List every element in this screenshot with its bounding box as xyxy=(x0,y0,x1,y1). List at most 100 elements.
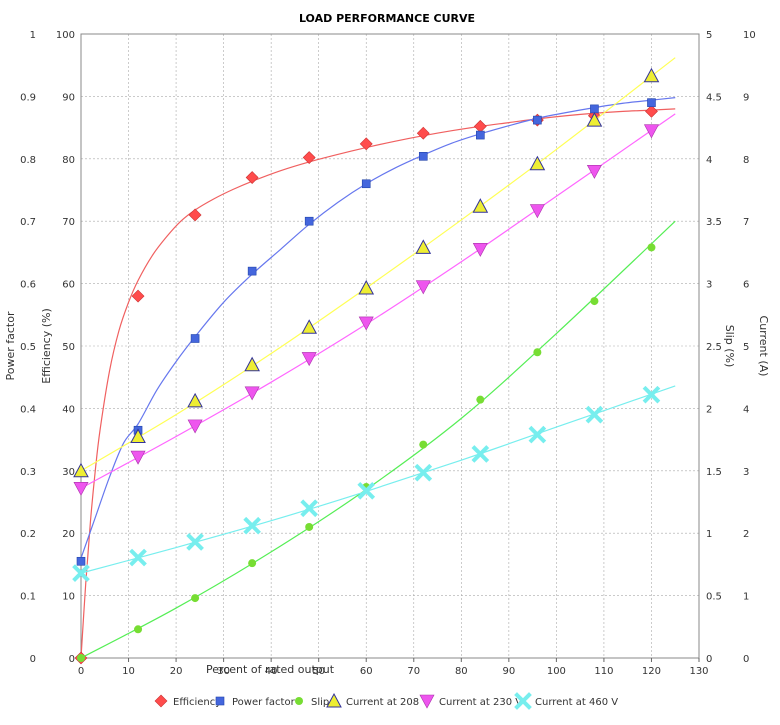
cur-tick-label: 4 xyxy=(743,404,749,415)
pf-axis-label: Power factor xyxy=(4,311,17,380)
data-point xyxy=(590,104,599,114)
cur-tick-label: 2 xyxy=(743,529,749,540)
pf-tick-label: 0.3 xyxy=(20,467,36,478)
data-point xyxy=(359,137,373,151)
x-marker-stroke xyxy=(300,499,319,518)
eff-tick-label: 30 xyxy=(62,467,75,478)
data-point xyxy=(533,348,542,357)
x-marker-stroke xyxy=(72,564,90,582)
cur-tick-label: 9 xyxy=(743,92,749,103)
x-tick-label: 110 xyxy=(594,666,613,677)
data-point xyxy=(528,425,547,444)
data-point xyxy=(471,445,490,463)
data-point xyxy=(130,450,146,465)
pf-tick-label: 0.6 xyxy=(20,280,36,291)
x-tick-label: 130 xyxy=(689,666,708,677)
x-marker-stroke xyxy=(357,481,376,500)
data-point xyxy=(643,124,659,139)
data-point xyxy=(361,179,371,189)
series-line xyxy=(80,97,676,559)
x-marker-stroke xyxy=(514,692,532,710)
slip-tick-label: 4 xyxy=(706,155,712,166)
data-point xyxy=(642,385,661,404)
x-tick-label: 80 xyxy=(455,666,468,677)
data-point xyxy=(304,216,314,226)
data-point xyxy=(191,594,200,603)
data-point xyxy=(190,334,200,343)
x-tick-label: 70 xyxy=(407,666,420,677)
data-point xyxy=(358,279,375,295)
data-point xyxy=(647,243,656,252)
data-point xyxy=(188,208,202,222)
data-point xyxy=(585,405,604,424)
pf-tick-label: 0.1 xyxy=(20,592,36,603)
data-point xyxy=(476,395,485,404)
x-marker-stroke xyxy=(528,425,547,444)
slip-axis-label: Slip (%) xyxy=(723,325,736,368)
x-tick-label: 120 xyxy=(642,666,661,677)
cur-tick-label: 6 xyxy=(743,280,749,291)
legend-marker xyxy=(419,694,435,709)
eff-tick-label: 80 xyxy=(62,155,75,166)
legend-label: Current at 460 V xyxy=(535,697,618,708)
pf-tick-label: 0.7 xyxy=(20,217,36,228)
x-tick-label: 30 xyxy=(217,666,230,677)
pf-tick-label: 0.9 xyxy=(20,92,36,103)
data-point xyxy=(245,171,259,184)
legend: Efficiency Power factor Slip Current at 208… xyxy=(154,692,618,710)
x-tick-label: 100 xyxy=(547,666,566,677)
eff-tick-label: 10 xyxy=(62,592,75,603)
data-point xyxy=(643,67,660,83)
x-axis-label: Percent of rated output xyxy=(206,663,335,676)
x-marker-stroke xyxy=(129,548,147,567)
legend-item: Current at 230 V xyxy=(419,694,522,709)
cur-tick-label: 5 xyxy=(743,342,749,353)
legend-label: Slip xyxy=(311,697,329,708)
legend-label: Current at 230 V xyxy=(439,697,522,708)
data-point xyxy=(418,152,428,161)
data-point xyxy=(72,564,90,582)
data-point xyxy=(73,481,89,496)
cur-axis-label: Current (A) xyxy=(757,316,770,377)
x-marker-stroke xyxy=(243,516,261,535)
x-marker-stroke xyxy=(186,533,204,551)
x-tick-label: 60 xyxy=(360,666,373,677)
slip-tick-label: 0 xyxy=(706,654,712,665)
slip-tick-label: 1.5 xyxy=(706,467,722,478)
data-point xyxy=(305,522,314,531)
data-point xyxy=(134,625,143,634)
data-point xyxy=(476,130,485,140)
data-point xyxy=(357,481,376,500)
legend-item: Current at 460 V xyxy=(514,692,618,710)
data-point xyxy=(416,126,430,140)
cur-tick-label: 0 xyxy=(743,654,749,665)
data-point xyxy=(590,297,599,306)
data-point xyxy=(300,499,319,518)
x-marker-stroke xyxy=(414,463,433,482)
x-tick-label: 50 xyxy=(312,666,325,677)
eff-tick-label: 50 xyxy=(62,342,75,353)
series-efficiency xyxy=(74,104,676,665)
data-point xyxy=(77,654,85,662)
pf-tick-label: 1 xyxy=(30,30,36,41)
eff-tick-label: 40 xyxy=(62,404,75,415)
slip-tick-label: 0.5 xyxy=(706,592,722,603)
slip-tick-label: 2 xyxy=(706,404,712,415)
data-point xyxy=(76,556,86,566)
data-point xyxy=(129,548,147,567)
data-point xyxy=(244,356,260,372)
data-point xyxy=(472,198,489,213)
slip-tick-label: 1 xyxy=(706,529,712,540)
eff-axis-label: Efficiency (%) xyxy=(40,308,53,384)
slip-tick-label: 5 xyxy=(706,30,712,41)
series-current-at-230-v xyxy=(73,113,676,496)
series-current-at-208-v xyxy=(73,57,676,478)
x-marker-stroke xyxy=(471,445,490,463)
data-point xyxy=(243,516,261,535)
legend-item: Current at 208 V xyxy=(326,692,429,708)
x-marker-stroke xyxy=(642,385,661,404)
slip-tick-label: 3.5 xyxy=(706,217,722,228)
pf-tick-label: 0.4 xyxy=(20,404,36,415)
data-point xyxy=(586,164,602,179)
